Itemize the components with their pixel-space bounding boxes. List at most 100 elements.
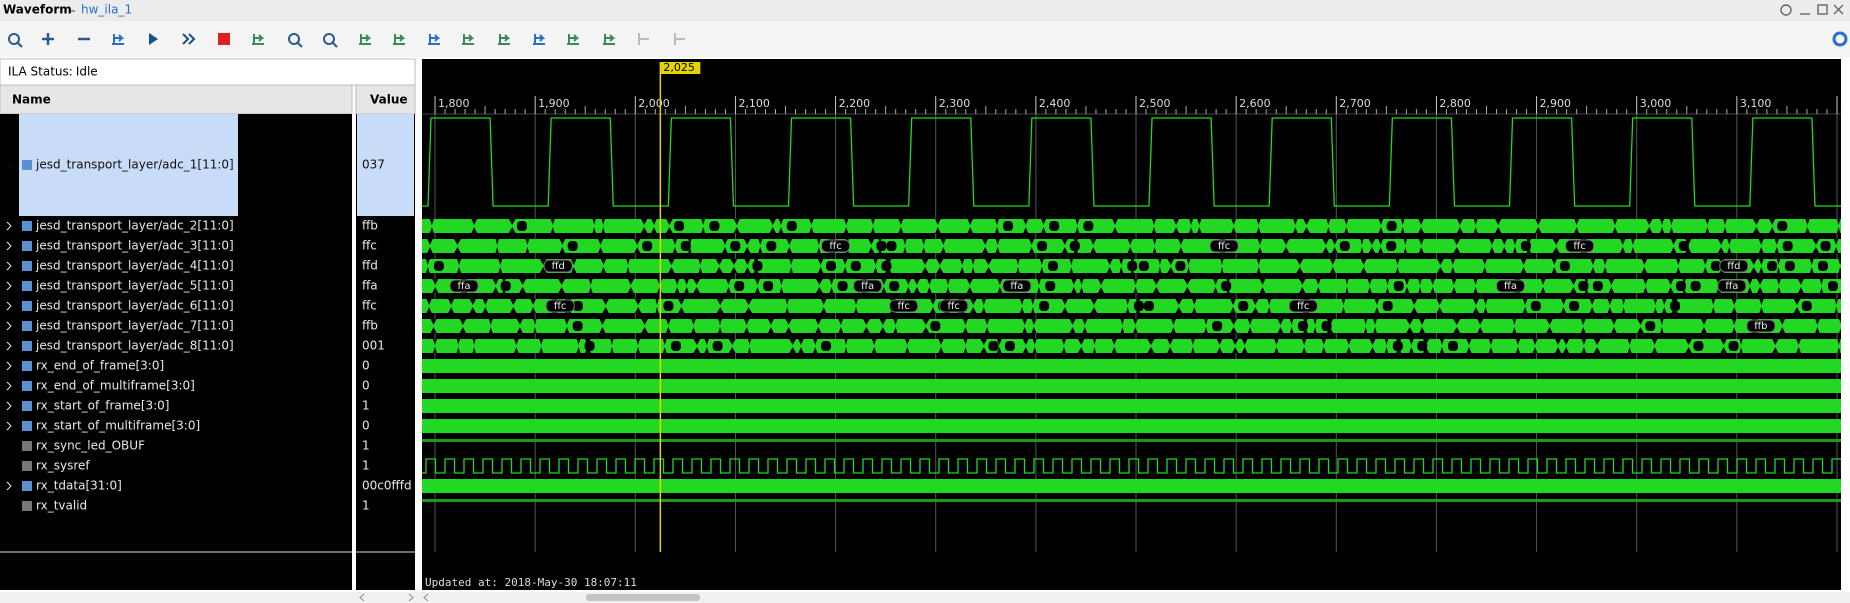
signal-name[interactable]: rx_end_of_frame[3:0] bbox=[36, 359, 164, 373]
bus-transition bbox=[1515, 339, 1520, 353]
toolbar-button[interactable] bbox=[359, 34, 372, 45]
bus-transition bbox=[786, 239, 793, 253]
bus-marker bbox=[1784, 261, 1795, 271]
scroll-area bbox=[0, 592, 1850, 603]
signal-name[interactable]: rx_sysref bbox=[36, 459, 90, 473]
toolbar-button[interactable] bbox=[252, 34, 265, 45]
bus-transition bbox=[967, 219, 973, 233]
bus-transition bbox=[1611, 319, 1617, 333]
signal-name[interactable]: rx_start_of_multiframe[3:0] bbox=[36, 419, 200, 433]
signal-name[interactable]: jesd_transport_layer/adc_5[11:0] bbox=[35, 279, 234, 293]
signal-name[interactable]: rx_sync_led_OBUF bbox=[36, 439, 145, 453]
toolbar-button[interactable] bbox=[428, 34, 441, 45]
signal-icon bbox=[22, 461, 32, 471]
expand-arrow[interactable] bbox=[6, 160, 12, 170]
expand-arrow[interactable] bbox=[6, 421, 12, 431]
expand-arrow[interactable] bbox=[6, 341, 12, 351]
bus-transition bbox=[1082, 319, 1088, 333]
bus-transition bbox=[1316, 279, 1321, 293]
expand-arrow[interactable] bbox=[6, 241, 12, 251]
bus-transition bbox=[1037, 279, 1041, 293]
expand-arrow[interactable] bbox=[6, 401, 12, 411]
signal-name[interactable]: jesd_transport_layer/adc_3[11:0] bbox=[35, 239, 234, 253]
bus-transition bbox=[785, 319, 792, 333]
expand-arrow[interactable] bbox=[6, 361, 12, 371]
bus-transition bbox=[1403, 239, 1408, 253]
bus-marker bbox=[1777, 221, 1788, 231]
signal-name[interactable]: jesd_transport_layer/adc_8[11:0] bbox=[35, 339, 234, 353]
toolbar-button[interactable] bbox=[149, 33, 158, 45]
updated-at: Updated at: 2018-May-30 18:07:11 bbox=[425, 576, 637, 589]
bus-transition bbox=[1758, 239, 1764, 253]
signal-name[interactable]: rx_start_of_frame[3:0] bbox=[36, 399, 170, 413]
signal-value: 0 bbox=[362, 379, 370, 393]
expand-arrow[interactable] bbox=[6, 281, 12, 291]
bus-transition bbox=[459, 319, 467, 333]
toolbar-button[interactable] bbox=[8, 33, 23, 48]
bus-marker bbox=[663, 301, 674, 311]
bus-marker bbox=[1820, 241, 1831, 251]
bus-transition bbox=[716, 299, 724, 313]
expand-arrow[interactable] bbox=[6, 261, 12, 271]
signal-name[interactable]: jesd_transport_layer/adc_2[11:0] bbox=[35, 219, 234, 233]
toolbar-button[interactable] bbox=[218, 33, 230, 45]
bus-transition bbox=[429, 219, 434, 233]
bus-transition bbox=[1241, 339, 1248, 353]
bus-transition bbox=[1793, 299, 1801, 313]
toolbar-button[interactable] bbox=[567, 34, 580, 45]
toolbar-button[interactable] bbox=[674, 33, 685, 45]
toolbar-button[interactable] bbox=[393, 34, 406, 45]
signal-name[interactable]: jesd_transport_layer/adc_4[11:0] bbox=[35, 259, 234, 273]
signal-name[interactable]: rx_tvalid bbox=[36, 499, 87, 513]
signal-name[interactable]: rx_end_of_multiframe[3:0] bbox=[36, 379, 195, 393]
expand-arrow[interactable] bbox=[6, 481, 12, 491]
bus-transition bbox=[516, 319, 523, 333]
toolbar-button[interactable] bbox=[603, 34, 616, 45]
expand-arrow[interactable] bbox=[6, 221, 12, 231]
scroll-arrows[interactable] bbox=[359, 593, 429, 602]
maximize-button[interactable] bbox=[1817, 4, 1828, 15]
toolbar-button[interactable] bbox=[533, 34, 546, 45]
bus-transition bbox=[498, 259, 503, 273]
expand-arrow[interactable] bbox=[6, 381, 12, 391]
toolbar-button[interactable] bbox=[182, 33, 196, 45]
status-box bbox=[0, 58, 416, 86]
help-button[interactable] bbox=[1780, 4, 1792, 16]
bus-transition bbox=[508, 219, 516, 233]
bus-marker bbox=[1386, 221, 1397, 231]
toolbar-button[interactable] bbox=[42, 33, 54, 45]
bus-marker bbox=[876, 241, 887, 251]
x-tick-label: 2,000 bbox=[638, 97, 670, 110]
toolbar-button[interactable] bbox=[638, 33, 649, 45]
settings-button[interactable] bbox=[1832, 31, 1848, 47]
signal-name[interactable]: jesd_transport_layer/adc_6[11:0] bbox=[35, 299, 234, 313]
bus-transition bbox=[829, 279, 834, 293]
bus-transition bbox=[655, 299, 659, 313]
toolbar-button[interactable] bbox=[498, 34, 511, 45]
close-button[interactable] bbox=[1833, 4, 1844, 15]
bus-transition bbox=[1419, 319, 1425, 333]
bus-transition bbox=[1645, 219, 1653, 233]
signal-value: 00c0fffd bbox=[362, 479, 412, 493]
toolbar-button[interactable] bbox=[288, 33, 303, 48]
bus-transition bbox=[744, 259, 751, 273]
toolbar-button[interactable] bbox=[462, 34, 475, 45]
expand-arrow[interactable] bbox=[6, 301, 12, 311]
bus-transition bbox=[1031, 319, 1037, 333]
toolbar-button[interactable] bbox=[112, 34, 125, 45]
toolbar-button[interactable] bbox=[323, 33, 338, 48]
signal-name[interactable]: rx_tdata[31:0] bbox=[36, 479, 122, 493]
bus-transition bbox=[1584, 279, 1589, 293]
bus-transition bbox=[1267, 299, 1272, 313]
signal-name[interactable]: jesd_transport_layer/adc_7[11:0] bbox=[35, 319, 234, 333]
name-header bbox=[0, 84, 353, 115]
bus-transition bbox=[432, 279, 439, 293]
scrollbar-thumb[interactable] bbox=[586, 594, 700, 601]
signal-name[interactable]: jesd_transport_layer/adc_1[11:0] bbox=[35, 158, 234, 172]
expand-arrow[interactable] bbox=[6, 321, 12, 331]
bus-label: ffa bbox=[458, 281, 471, 292]
bus-transition bbox=[1457, 219, 1463, 233]
bus-transition bbox=[1232, 339, 1239, 353]
bus-transition bbox=[1373, 319, 1377, 333]
bus-transition bbox=[903, 239, 907, 253]
